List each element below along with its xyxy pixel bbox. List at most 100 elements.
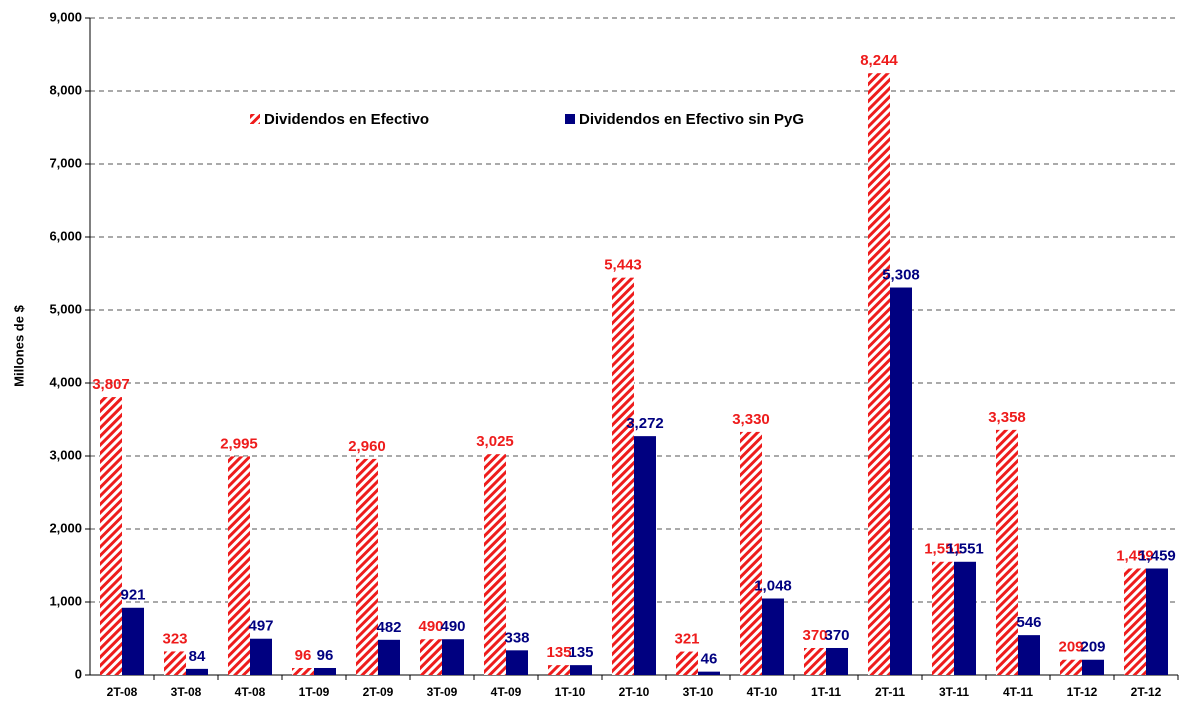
bar [1082, 659, 1104, 675]
value-label: 1,459 [1116, 547, 1154, 564]
bar [762, 598, 784, 675]
bar [826, 647, 848, 675]
value-label: 2,995 [220, 435, 258, 452]
bar [378, 639, 400, 675]
bar [954, 561, 976, 675]
bar [868, 73, 890, 676]
value-label: 323 [162, 630, 187, 647]
value-label: 84 [189, 648, 206, 665]
y-tick-label: 8,000 [49, 82, 82, 97]
bar [548, 665, 570, 675]
x-tick-label: 1T-09 [299, 685, 330, 699]
x-tick-label: 3T-09 [427, 685, 458, 699]
x-tick-label: 2T-12 [1131, 685, 1162, 699]
x-tick-label: 3T-08 [171, 685, 202, 699]
bar [612, 277, 634, 675]
value-label: 46 [701, 651, 718, 668]
value-label: 1,551 [924, 541, 962, 558]
x-tick-label: 2T-08 [107, 685, 138, 699]
value-label: 2,960 [348, 438, 386, 455]
bar [1146, 568, 1168, 675]
x-tick-label: 2T-11 [875, 685, 905, 699]
bar [996, 429, 1018, 675]
x-tick-label: 2T-10 [619, 685, 650, 699]
value-label: 1,048 [754, 577, 792, 594]
value-label: 490 [440, 618, 465, 635]
bar [314, 667, 336, 675]
value-label: 482 [376, 619, 401, 636]
legend-label: Dividendos en Efectivo [264, 111, 429, 128]
bar [1124, 568, 1146, 675]
y-tick-label: 1,000 [49, 593, 82, 608]
bar [890, 287, 912, 675]
value-label: 497 [248, 618, 273, 635]
bar [804, 647, 826, 675]
x-tick-label: 1T-10 [555, 685, 586, 699]
bar [420, 639, 442, 675]
y-tick-label: 5,000 [49, 301, 82, 316]
legend-swatch [250, 114, 260, 124]
value-label: 3,358 [988, 409, 1026, 426]
bar [442, 639, 464, 675]
x-tick-label: 2T-09 [363, 685, 394, 699]
value-label: 1,551 [946, 541, 984, 558]
y-tick-label: 7,000 [49, 155, 82, 170]
value-label: 96 [295, 647, 312, 664]
y-tick-label: 3,000 [49, 447, 82, 462]
bar [506, 650, 528, 675]
value-label: 3,330 [732, 411, 770, 428]
bar [698, 671, 720, 675]
bar [932, 561, 954, 675]
value-label: 96 [317, 647, 334, 664]
bar [740, 431, 762, 675]
value-label: 370 [802, 627, 827, 644]
y-tick-label: 6,000 [49, 228, 82, 243]
legend-swatch [565, 114, 575, 124]
x-tick-label: 4T-08 [235, 685, 266, 699]
x-tick-label: 4T-11 [1003, 685, 1033, 699]
value-label: 370 [824, 627, 849, 644]
x-tick-label: 1T-12 [1067, 685, 1098, 699]
bar [122, 607, 144, 675]
bar [570, 665, 592, 675]
value-label: 135 [546, 644, 571, 661]
value-label: 3,025 [476, 433, 514, 450]
bar [356, 458, 378, 675]
bar [186, 668, 208, 675]
bar [634, 436, 656, 675]
bar [164, 651, 186, 675]
value-label: 546 [1016, 614, 1041, 631]
bar [1060, 659, 1082, 675]
bar [484, 454, 506, 675]
value-label: 209 [1080, 639, 1105, 656]
bar [250, 638, 272, 675]
y-tick-label: 9,000 [49, 9, 82, 24]
value-label: 921 [120, 587, 145, 604]
value-label: 8,244 [860, 52, 898, 69]
x-tick-label: 1T-11 [811, 685, 841, 699]
y-axis-label: Millones de $ [11, 304, 26, 386]
bar [228, 456, 250, 675]
value-label: 5,308 [882, 266, 920, 283]
x-tick-label: 4T-10 [747, 685, 778, 699]
bar [292, 667, 314, 675]
value-label: 338 [504, 629, 529, 646]
bar [676, 651, 698, 675]
bar [100, 397, 122, 675]
y-tick-label: 0 [75, 666, 82, 681]
legend-label: Dividendos en Efectivo sin PyG [579, 111, 804, 128]
value-label: 209 [1058, 639, 1083, 656]
bar [1018, 635, 1040, 675]
y-tick-label: 2,000 [49, 520, 82, 535]
x-tick-label: 4T-09 [491, 685, 522, 699]
x-tick-label: 3T-10 [683, 685, 714, 699]
x-tick-label: 3T-11 [939, 685, 969, 699]
value-label: 490 [418, 618, 443, 635]
value-label: 3,807 [92, 376, 130, 393]
value-label: 321 [674, 631, 699, 648]
value-label: 135 [568, 644, 593, 661]
value-label: 5,443 [604, 257, 642, 274]
value-label: 1,459 [1138, 547, 1176, 564]
value-label: 3,272 [626, 415, 664, 432]
